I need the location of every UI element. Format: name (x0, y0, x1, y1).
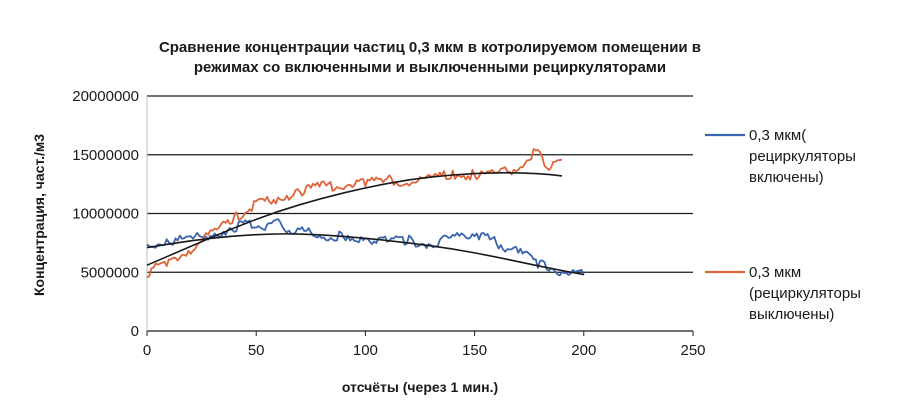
y-tick-label-1: 5000000 (81, 264, 139, 281)
series-line-0 (146, 218, 585, 277)
x-tick-label-3: 150 (462, 342, 487, 359)
series-line-1 (146, 148, 563, 279)
x-tick-label-0: 0 (143, 342, 151, 359)
chart-title-line-2: режимах со включенными и выключенными ре… (194, 59, 666, 76)
y-tick-labels: 0 5000000 10000000 15000000 20000000 (72, 88, 139, 340)
chart-title-line-1: Сравнение концентрации частиц 0,3 мкм в … (159, 39, 701, 56)
y-tick-label-4: 20000000 (72, 88, 139, 105)
x-tick-label-1: 50 (248, 342, 265, 359)
y-tick-label-3: 15000000 (72, 147, 139, 164)
y-tick-label-2: 10000000 (72, 206, 139, 223)
chart-title: Сравнение концентрации частиц 0,3 мкм в … (159, 39, 701, 76)
trendline-0 (146, 233, 585, 276)
legend-label-1-2: выключены) (749, 306, 834, 323)
legend-label-0-1: рециркуляторы (749, 148, 856, 165)
legend-label-1-0: 0,3 мкм (749, 264, 801, 281)
y-tick-label-0: 0 (131, 323, 139, 340)
x-tick-label-4: 200 (571, 342, 596, 359)
gridlines (146, 95, 694, 336)
x-axis-label: отсчёты (через 1 мин.) (342, 379, 498, 395)
legend-label-1-1: (рециркуляторы (749, 285, 861, 302)
x-tick-label-2: 100 (353, 342, 378, 359)
legend-label-0-2: включены) (749, 169, 824, 186)
x-tick-labels: 0 50 100 150 200 250 (143, 342, 706, 359)
x-tick-label-5: 250 (680, 342, 705, 359)
trendlines (146, 171, 585, 276)
legend-label-0-0: 0,3 мкм( (749, 127, 806, 144)
trendline-1 (146, 171, 563, 266)
y-axis-label: Концентрация, част./м3 (31, 134, 47, 296)
